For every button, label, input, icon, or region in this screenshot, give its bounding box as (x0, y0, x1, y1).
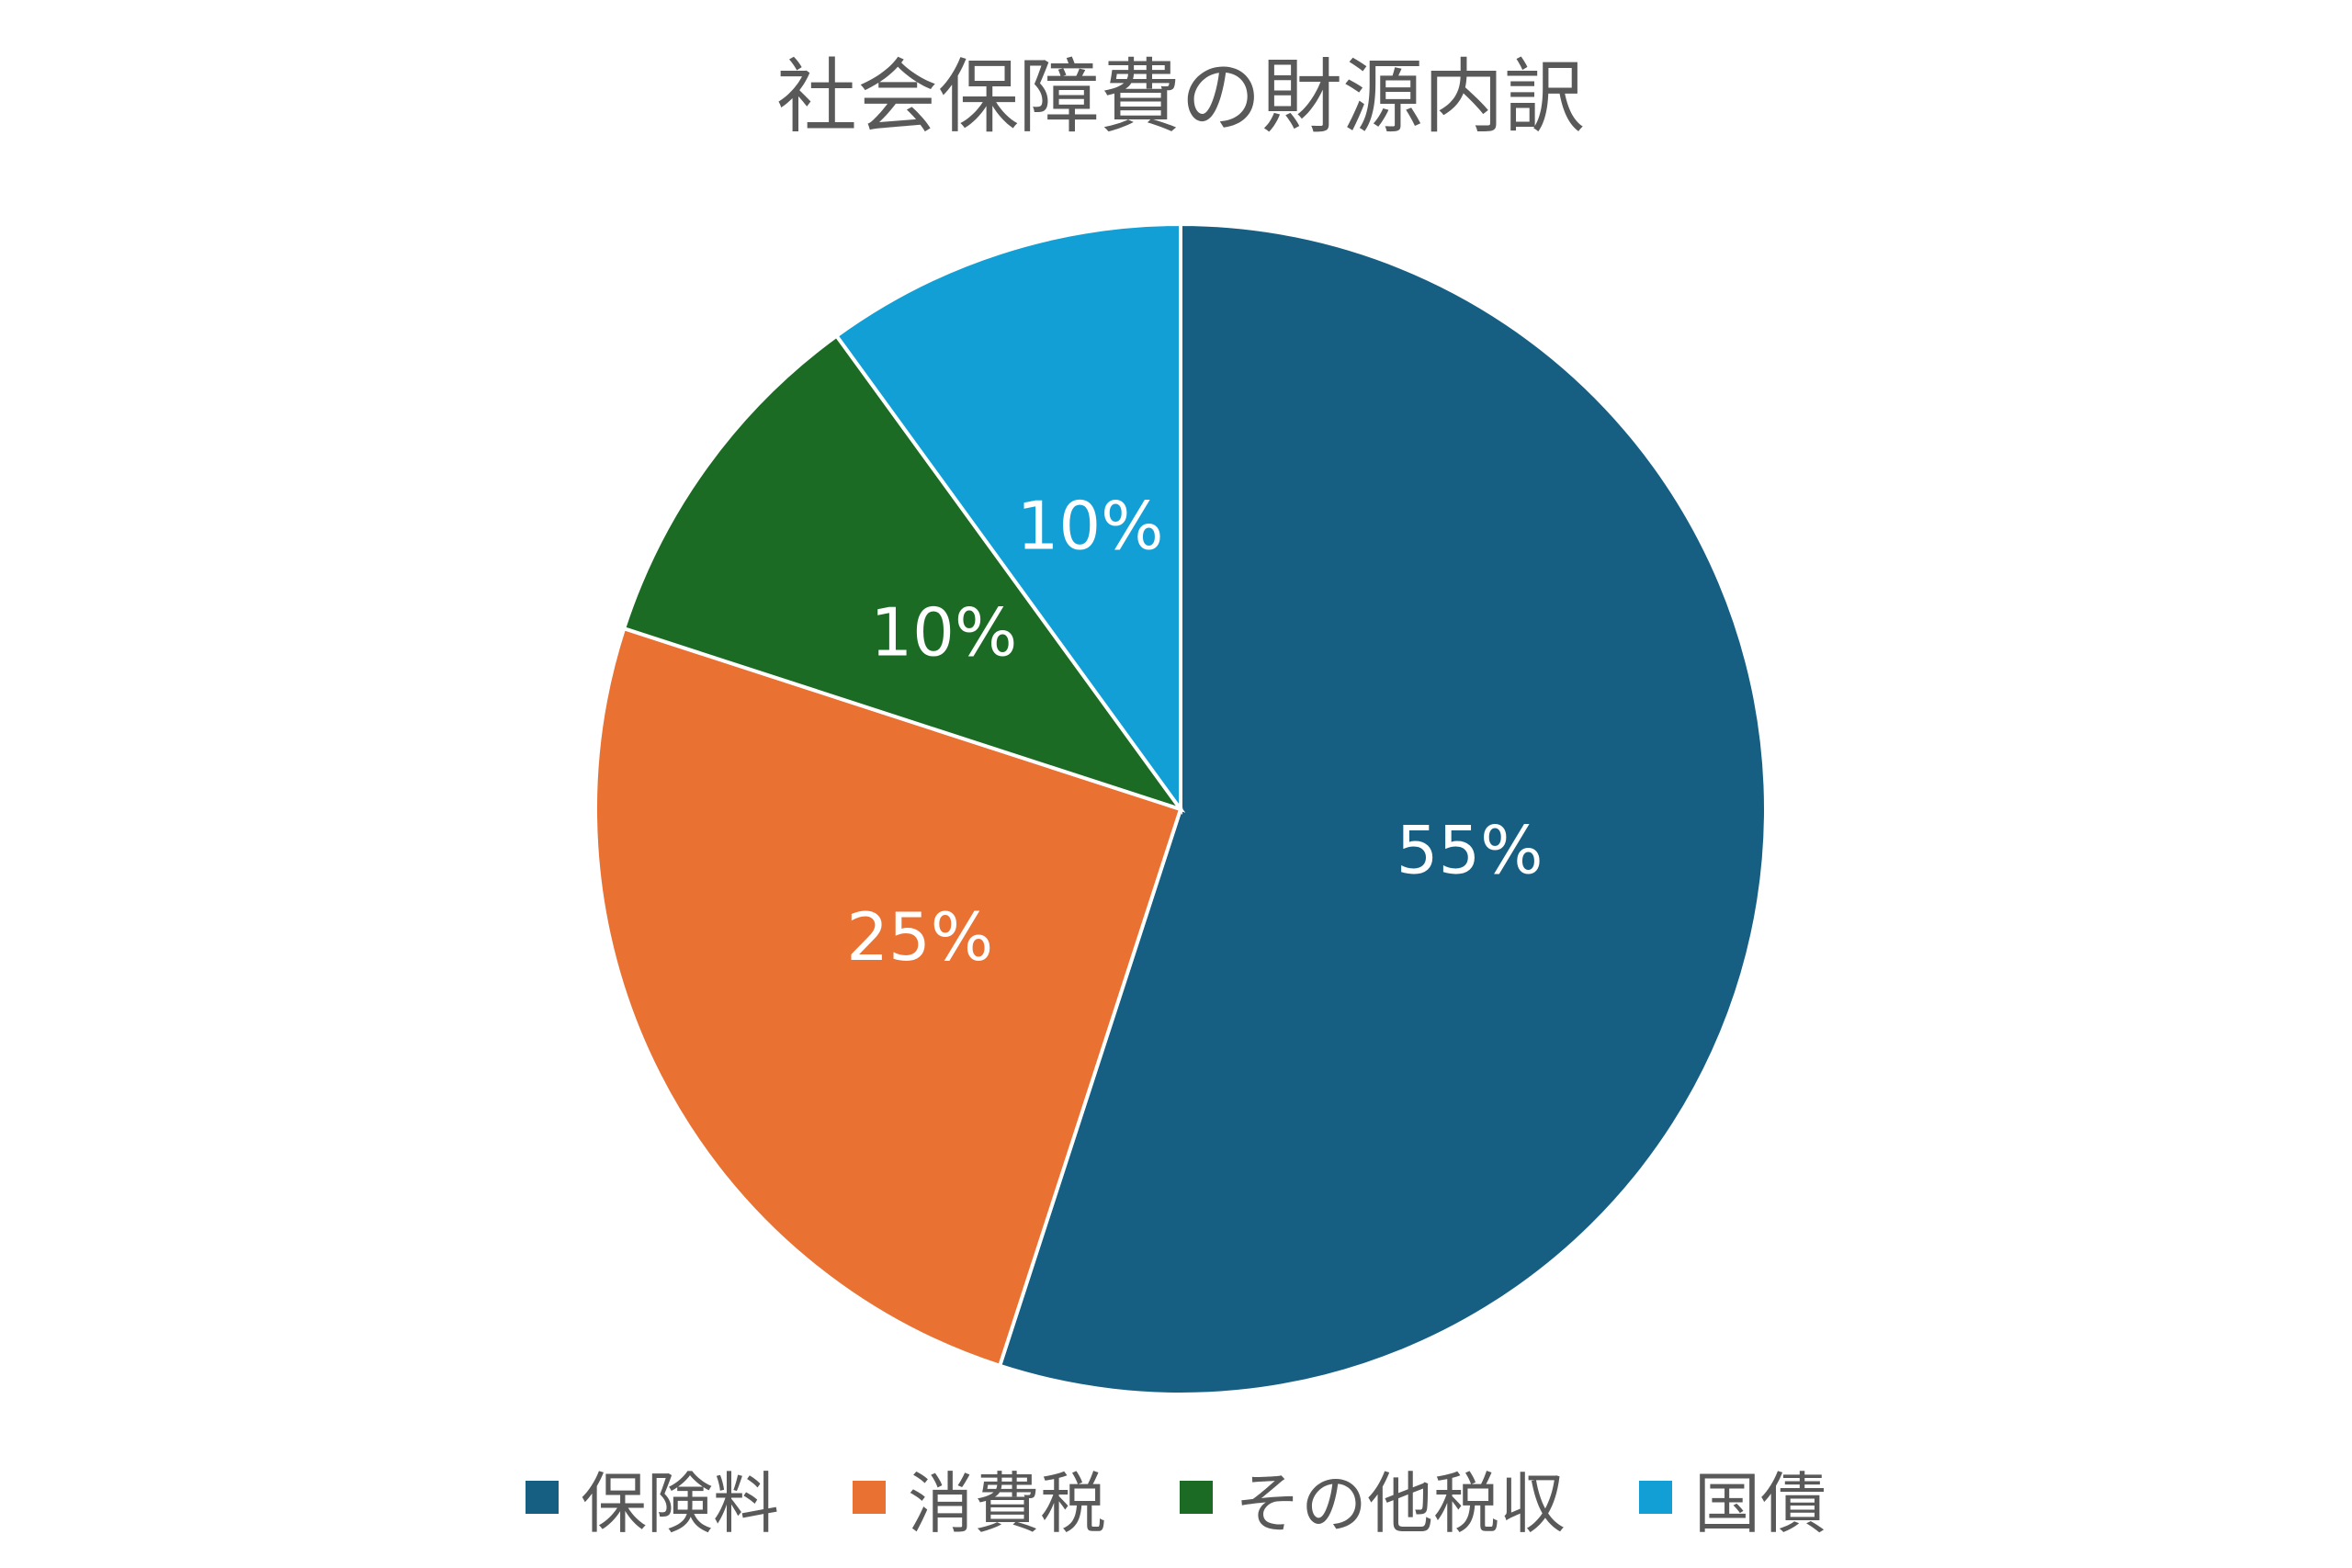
value-label: 10% (870, 593, 1017, 671)
legend: 保険料 消費税 その他税収 国債 (0, 1451, 2352, 1543)
pie-slice (997, 221, 1768, 1396)
pie-chart: 社会保障費の財源内訳 55% 25% 10%10% (594, 50, 1768, 1396)
value-label: 10% (1017, 488, 1164, 565)
legend-swatch (1639, 1481, 1673, 1514)
legend-label: 国債 (1694, 1464, 1827, 1542)
legend-item: その他税収 (1180, 1450, 1566, 1546)
legend-label: 消費税 (907, 1464, 1106, 1542)
pie-slice (833, 221, 1182, 816)
chart-title: 社会保障費の財源内訳 (776, 50, 1585, 144)
legend-label: その他税収 (1235, 1464, 1566, 1542)
legend-item: 保険料 (525, 1450, 779, 1546)
legend-item: 消費税 (852, 1450, 1106, 1546)
legend-swatch (1180, 1481, 1213, 1514)
pie-slice (594, 626, 1183, 1369)
legend-label: 保険料 (580, 1464, 779, 1542)
value-label: 25% (846, 898, 993, 976)
legend-swatch (525, 1481, 559, 1514)
pie-slice (621, 333, 1186, 813)
legend-item: 国債 (1639, 1450, 1826, 1546)
value-label: 55% (1396, 811, 1544, 888)
slices (594, 221, 1768, 1396)
legend-swatch (852, 1481, 886, 1514)
